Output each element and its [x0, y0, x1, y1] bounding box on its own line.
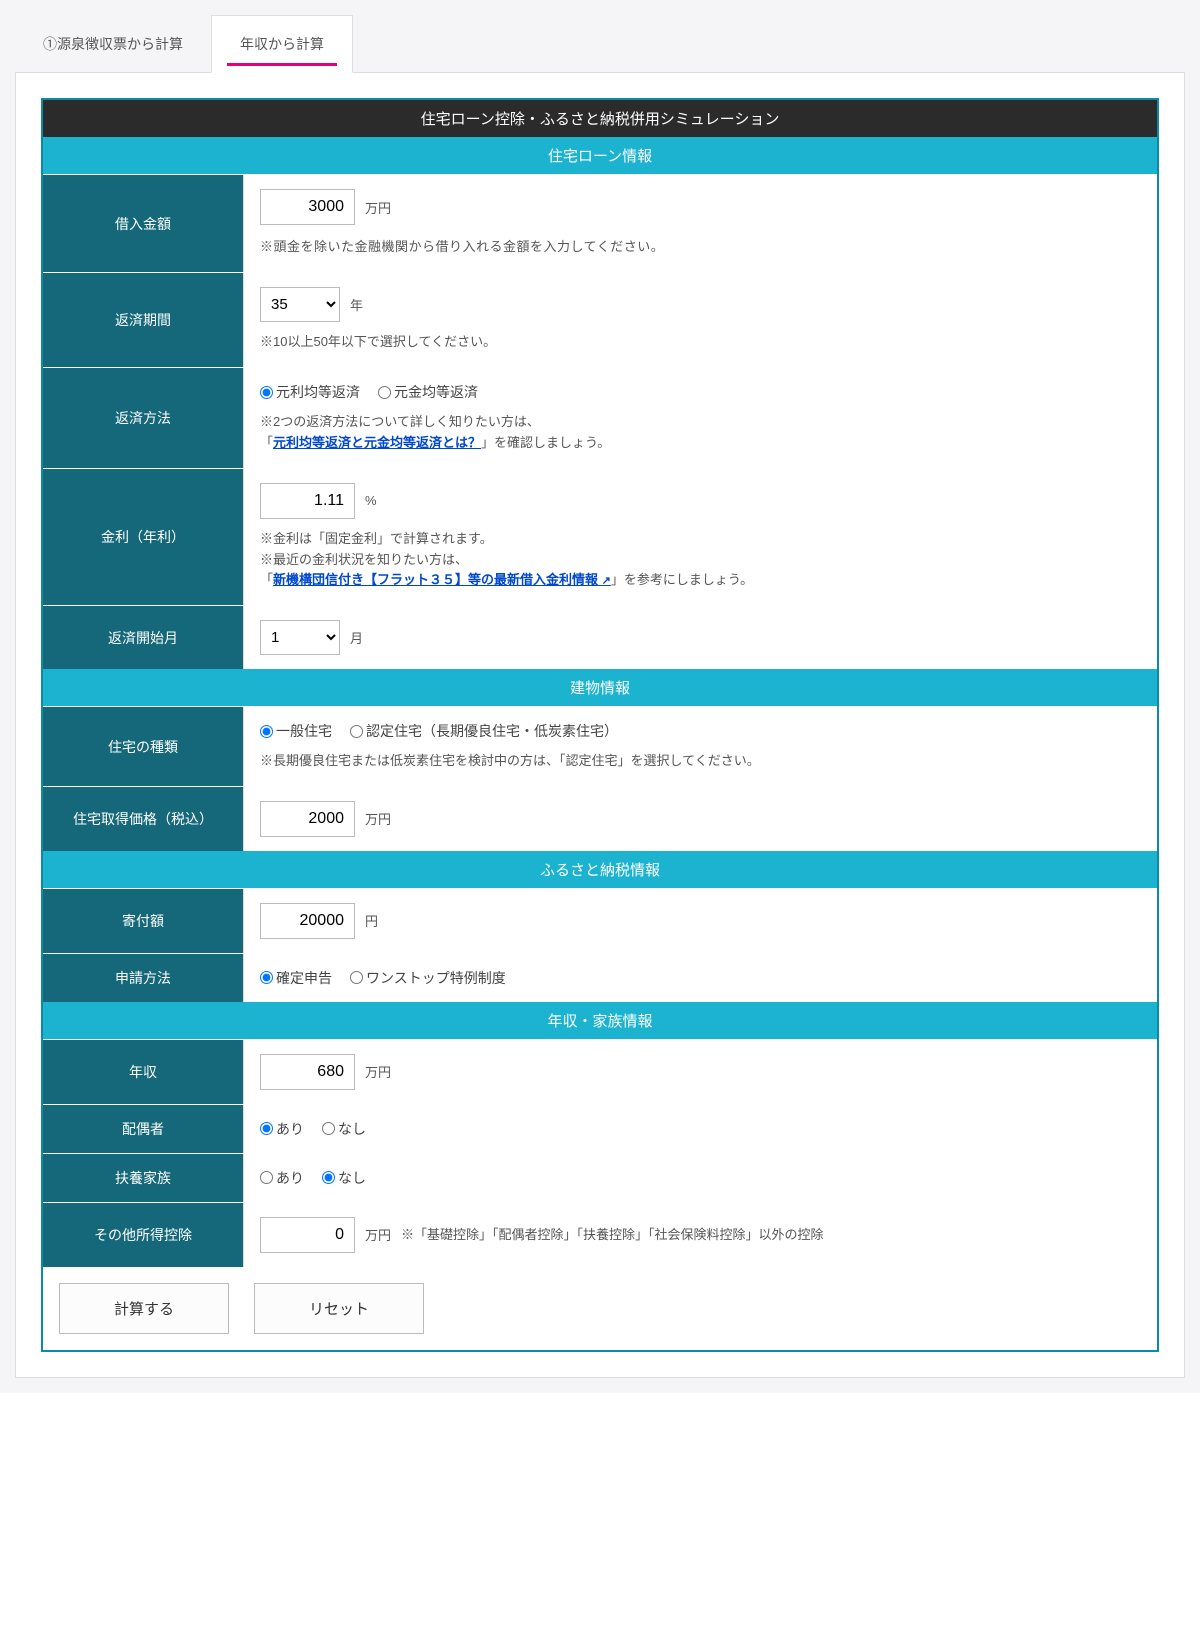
tab-nenshu[interactable]: 年収から計算 [211, 15, 353, 73]
note-period: ※10以上50年以下で選択してください。 [260, 332, 1141, 353]
external-link-icon: ↗ [602, 575, 611, 587]
section-furusato-header: ふるさと納税情報 [43, 851, 1157, 888]
cell-apply: 確定申告 ワンストップ特例制度 [243, 954, 1157, 1002]
cell-method: 元利均等返済 元金均等返済 ※2つの返済方法について詳しく知りたい方は、 「元利… [243, 368, 1157, 468]
note-rate3: 「新機構団信付き【フラット３５】等の最新借入金利情報 ↗」を参考にしましょう。 [260, 570, 1141, 591]
radio-house-certified[interactable]: 認定住宅（長期優良住宅・低炭素住宅） [350, 721, 618, 741]
cell-period: 35 年 ※10以上50年以下で選択してください。 [243, 273, 1157, 367]
select-start[interactable]: 1 [260, 620, 340, 655]
reset-button[interactable]: リセット [254, 1283, 424, 1334]
radio-apply-onestop[interactable]: ワンストップ特例制度 [350, 968, 506, 988]
label-other-deduct: その他所得控除 [43, 1203, 243, 1267]
row-dependents: 扶養家族 あり なし [43, 1153, 1157, 1202]
cell-house-price: 万円 [243, 787, 1157, 851]
input-rate[interactable] [260, 483, 355, 519]
row-borrow: 借入金額 万円 ※頭金を除いた金融機関から借り入れる金額を入力してください。 [43, 174, 1157, 272]
unit-man3: 万円 [365, 1062, 391, 1081]
calc-button[interactable]: 計算する [59, 1283, 229, 1334]
row-start: 返済開始月 1 月 [43, 605, 1157, 669]
label-apply: 申請方法 [43, 954, 243, 1002]
input-other-deduct[interactable] [260, 1217, 355, 1253]
row-other-deduct: その他所得控除 万円 ※「基礎控除」「配偶者控除」「扶養控除」「社会保険料控除」… [43, 1202, 1157, 1267]
unit-month: 月 [350, 628, 363, 647]
note-borrow: ※頭金を除いた金融機関から借り入れる金額を入力してください。 [260, 235, 1141, 258]
note-house-type: ※長期優良住宅または低炭素住宅を検討中の方は、「認定住宅」を選択してください。 [260, 751, 1141, 772]
unit-yen: 円 [365, 911, 378, 930]
row-spouse: 配偶者 あり なし [43, 1104, 1157, 1153]
tab-gensen[interactable]: ①源泉徴収票から計算 [15, 15, 211, 72]
section-loan-header: 住宅ローン情報 [43, 137, 1157, 174]
cell-spouse: あり なし [243, 1105, 1157, 1153]
radio-dep-yes[interactable]: あり [260, 1168, 304, 1188]
row-period: 返済期間 35 年 ※10以上50年以下で選択してください。 [43, 272, 1157, 367]
unit-year: 年 [350, 295, 363, 314]
row-rate: 金利（年利） % ※金利は「固定金利」で計算されます。 ※最近の金利状況を知りた… [43, 468, 1157, 605]
label-method: 返済方法 [43, 368, 243, 468]
label-period: 返済期間 [43, 273, 243, 367]
label-house-price: 住宅取得価格（税込） [43, 787, 243, 851]
simulation-form: 住宅ローン控除・ふるさと納税併用シミュレーション 住宅ローン情報 借入金額 万円… [41, 98, 1159, 1352]
unit-man: 万円 [365, 198, 391, 217]
link-method-explain[interactable]: 元利均等返済と元金均等返済とは？ [273, 435, 481, 450]
row-house-price: 住宅取得価格（税込） 万円 [43, 786, 1157, 851]
label-income: 年収 [43, 1040, 243, 1104]
input-donation[interactable] [260, 903, 355, 939]
cell-house-type: 一般住宅 認定住宅（長期優良住宅・低炭素住宅） ※長期優良住宅または低炭素住宅を… [243, 707, 1157, 786]
label-borrow: 借入金額 [43, 175, 243, 272]
radio-dep-no[interactable]: なし [322, 1168, 366, 1188]
row-apply: 申請方法 確定申告 ワンストップ特例制度 [43, 953, 1157, 1002]
cell-rate: % ※金利は「固定金利」で計算されます。 ※最近の金利状況を知りたい方は、 「新… [243, 469, 1157, 605]
unit-man4: 万円 [365, 1225, 391, 1244]
input-borrow[interactable] [260, 189, 355, 225]
cell-start: 1 月 [243, 606, 1157, 669]
title-main: 住宅ローン控除・ふるさと納税併用シミュレーション [43, 100, 1157, 137]
unit-man2: 万円 [365, 809, 391, 828]
radio-method-gankin[interactable]: 元金均等返済 [378, 382, 478, 402]
note-other-deduct: ※「基礎控除」「配偶者控除」「扶養控除」「社会保険料控除」以外の控除 [401, 1225, 824, 1246]
radio-method-ganri[interactable]: 元利均等返済 [260, 382, 360, 402]
row-house-type: 住宅の種類 一般住宅 認定住宅（長期優良住宅・低炭素住宅） ※長期優良住宅または… [43, 706, 1157, 786]
label-rate: 金利（年利） [43, 469, 243, 605]
section-building-header: 建物情報 [43, 669, 1157, 706]
note-rate2: ※最近の金利状況を知りたい方は、 [260, 550, 1141, 571]
row-income: 年収 万円 [43, 1039, 1157, 1104]
label-spouse: 配偶者 [43, 1105, 243, 1153]
note-method1: ※2つの返済方法について詳しく知りたい方は、 [260, 412, 1141, 433]
label-start: 返済開始月 [43, 606, 243, 669]
unit-pct: % [365, 493, 377, 508]
label-dependents: 扶養家族 [43, 1154, 243, 1202]
radio-apply-kakutei[interactable]: 確定申告 [260, 968, 332, 988]
input-income[interactable] [260, 1054, 355, 1090]
row-method: 返済方法 元利均等返済 元金均等返済 ※2つの返済方法について詳しく知りたい方は… [43, 367, 1157, 468]
cell-other-deduct: 万円 ※「基礎控除」「配偶者控除」「扶養控除」「社会保険料控除」以外の控除 [243, 1203, 1157, 1267]
tab-bar: ①源泉徴収票から計算 年収から計算 [15, 15, 1185, 73]
section-income-header: 年収・家族情報 [43, 1002, 1157, 1039]
cell-dependents: あり なし [243, 1154, 1157, 1202]
panel: 住宅ローン控除・ふるさと納税併用シミュレーション 住宅ローン情報 借入金額 万円… [15, 73, 1185, 1378]
select-period[interactable]: 35 [260, 287, 340, 322]
row-donation: 寄付額 円 [43, 888, 1157, 953]
label-donation: 寄付額 [43, 889, 243, 953]
label-house-type: 住宅の種類 [43, 707, 243, 786]
input-house-price[interactable] [260, 801, 355, 837]
radio-house-general[interactable]: 一般住宅 [260, 721, 332, 741]
cell-income: 万円 [243, 1040, 1157, 1104]
note-rate1: ※金利は「固定金利」で計算されます。 [260, 529, 1141, 550]
link-rate-info[interactable]: 新機構団信付き【フラット３５】等の最新借入金利情報 ↗ [273, 572, 611, 587]
note-method2: 「元利均等返済と元金均等返済とは？」を確認しましょう。 [260, 433, 1141, 454]
cell-borrow: 万円 ※頭金を除いた金融機関から借り入れる金額を入力してください。 [243, 175, 1157, 272]
action-bar: 計算する リセット [43, 1267, 1157, 1350]
radio-spouse-yes[interactable]: あり [260, 1119, 304, 1139]
app-container: ①源泉徴収票から計算 年収から計算 住宅ローン控除・ふるさと納税併用シミュレーシ… [0, 0, 1200, 1393]
radio-spouse-no[interactable]: なし [322, 1119, 366, 1139]
cell-donation: 円 [243, 889, 1157, 953]
